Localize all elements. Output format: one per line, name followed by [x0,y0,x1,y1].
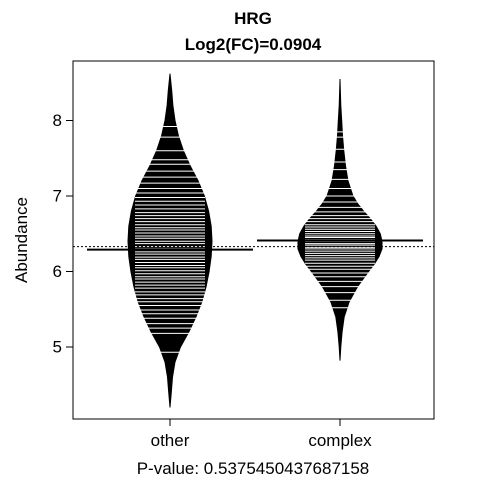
plot-frame [72,60,435,420]
y-tick-label: 8 [53,111,62,130]
beans-layer [127,73,383,408]
bean-complex [297,78,383,361]
x-tick-label-complex: complex [308,431,372,450]
x-tick-label-other: other [151,431,190,450]
x-axis: other complex [151,419,372,450]
x-axis-label: P-value: 0.5375450437687158 [137,459,370,478]
y-tick-label: 6 [53,262,62,281]
y-tick-label: 5 [53,338,62,357]
chart-title: HRG [234,9,272,28]
overlay-layer [73,239,434,251]
y-axis: 5 6 7 8 [53,111,73,357]
y-tick-label: 7 [53,187,62,206]
y-axis-label: Abundance [12,197,31,283]
chart-subtitle: Log2(FC)=0.0904 [185,35,322,54]
